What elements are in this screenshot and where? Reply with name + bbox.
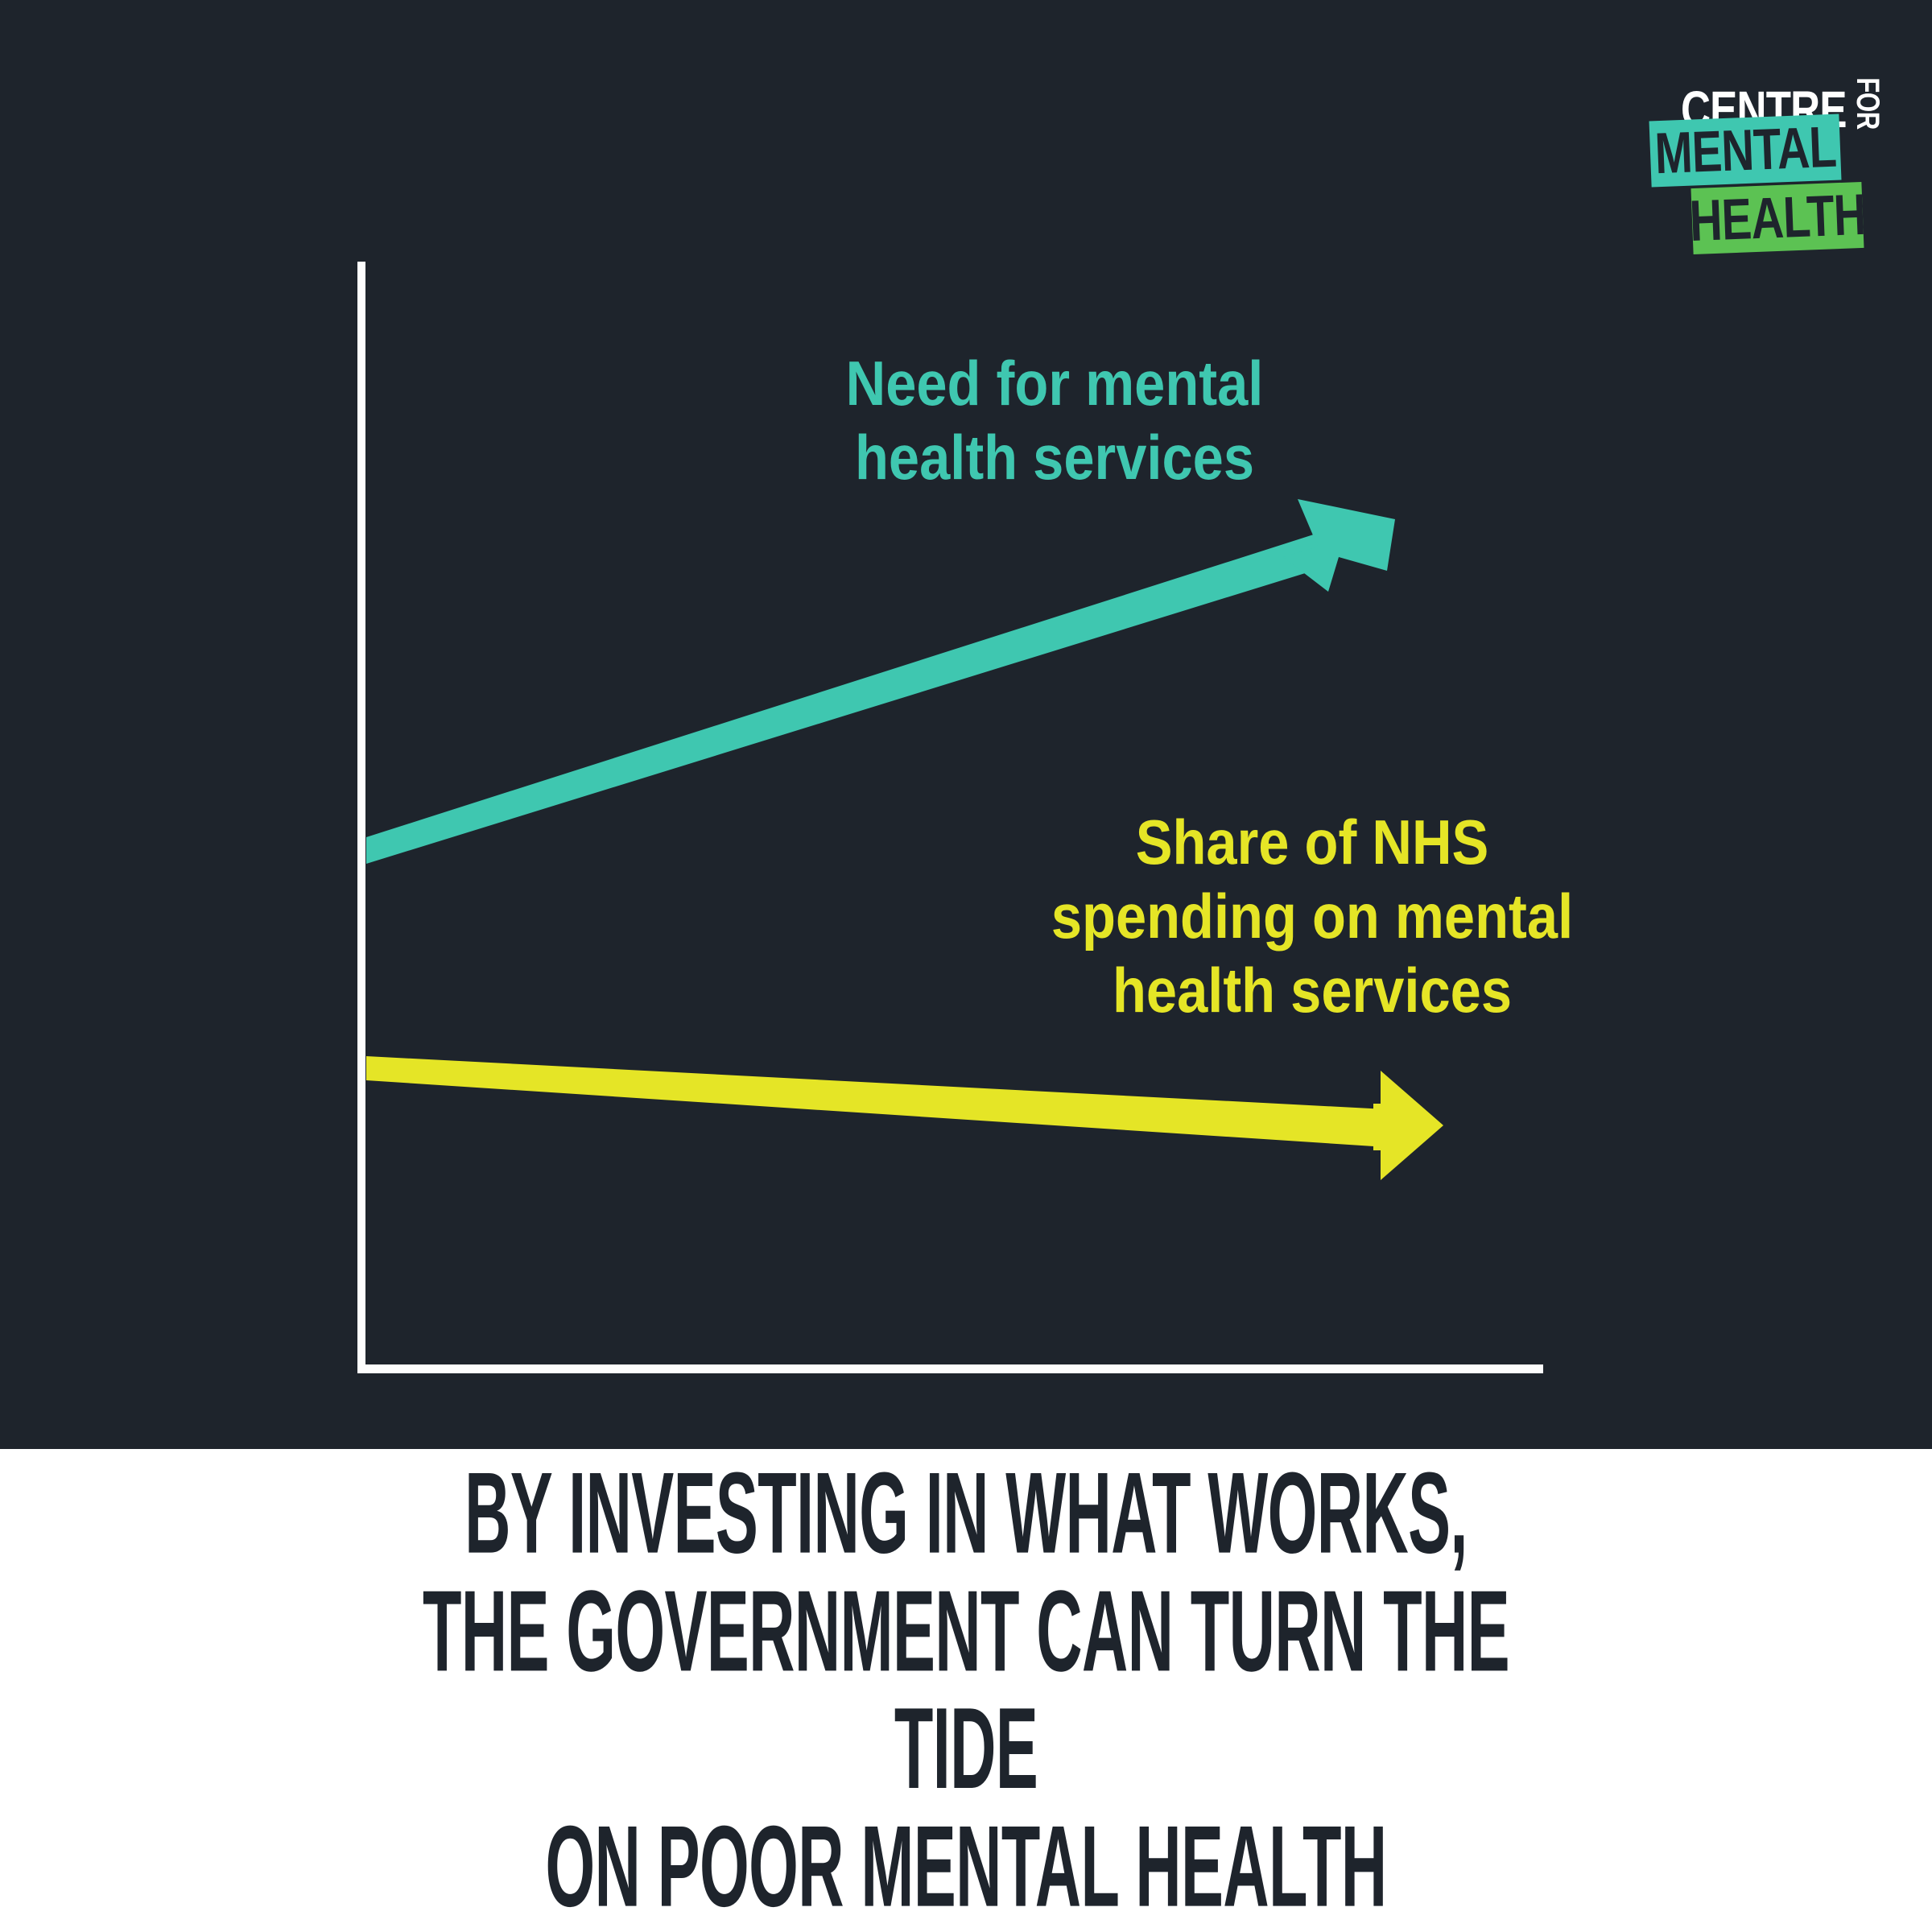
x-axis-line bbox=[357, 1364, 1543, 1373]
chart-panel: Need for mental health services Share of… bbox=[0, 0, 1932, 1449]
logo-word-for: FOR bbox=[1850, 77, 1886, 130]
logo-word-health: HEALTH bbox=[1690, 182, 1864, 254]
logo-box-mental: MENTAL bbox=[1649, 114, 1842, 188]
y-axis-line bbox=[357, 262, 365, 1373]
series-label-spending: Share of NHS spending on mental health s… bbox=[1051, 807, 1574, 1026]
series-arrow-spending bbox=[366, 1056, 1443, 1180]
logo-box-health: HEALTH bbox=[1690, 181, 1864, 255]
caption-headline: By investing in what works, the governme… bbox=[422, 1448, 1510, 1931]
centre-for-mental-health-logo: CENTRE FOR MENTAL HEALTH bbox=[1649, 63, 1908, 280]
caption-band: By investing in what works, the governme… bbox=[0, 1449, 1932, 1932]
logo-word-mental: MENTAL bbox=[1653, 114, 1838, 187]
chart-series-arrows bbox=[366, 499, 1443, 1180]
series-label-need: Need for mental health services bbox=[845, 348, 1264, 493]
